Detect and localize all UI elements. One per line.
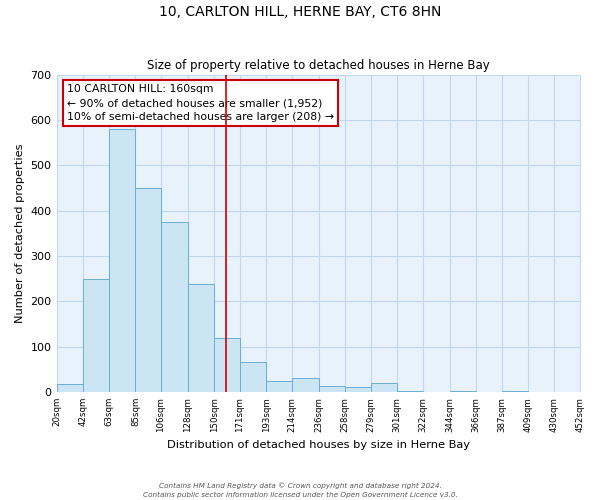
Bar [161,222,188,392]
Text: Contains HM Land Registry data © Crown copyright and database right 2024.
Contai: Contains HM Land Registry data © Crown c… [143,482,457,498]
X-axis label: Distribution of detached houses by size in Herne Bay: Distribution of detached houses by size … [167,440,470,450]
Bar [239,362,266,392]
Y-axis label: Number of detached properties: Number of detached properties [15,144,25,323]
Bar [136,188,161,392]
Bar [266,380,292,392]
Bar [502,390,529,392]
Bar [109,129,136,392]
Bar [371,383,397,392]
Bar [345,388,371,392]
Bar [214,338,239,392]
Text: 10, CARLTON HILL, HERNE BAY, CT6 8HN: 10, CARLTON HILL, HERNE BAY, CT6 8HN [159,5,441,19]
Bar [83,280,109,392]
Bar [56,384,83,392]
Bar [188,284,214,392]
Bar [319,386,345,392]
Text: 10 CARLTON HILL: 160sqm
← 90% of detached houses are smaller (1,952)
10% of semi: 10 CARLTON HILL: 160sqm ← 90% of detache… [67,84,334,122]
Bar [292,378,319,392]
Bar [397,390,423,392]
Title: Size of property relative to detached houses in Herne Bay: Size of property relative to detached ho… [147,59,490,72]
